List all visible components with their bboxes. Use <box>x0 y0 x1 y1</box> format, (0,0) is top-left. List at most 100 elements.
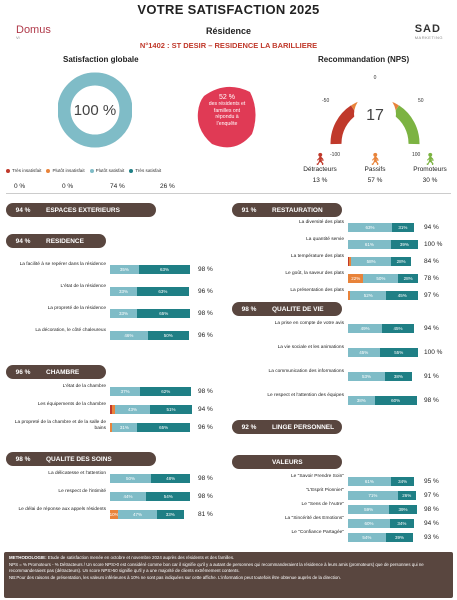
question-label: La température des plats <box>290 254 344 259</box>
stacked-bar: 63% 31% <box>348 223 418 232</box>
bar-segment <box>111 405 115 414</box>
question-total: 78 % <box>424 275 439 282</box>
question-total: 84 % <box>424 258 439 265</box>
nps-tick-min: -100 <box>330 152 340 158</box>
logo-left-sub: Vi <box>16 35 20 40</box>
section-name: RESIDENCE <box>46 237 84 245</box>
stacked-bar: 61% 39% <box>348 240 418 249</box>
nps-group-label: Détracteurs <box>303 166 337 173</box>
nps-tick-m50: -50 <box>322 98 329 104</box>
bar-segment: 35% <box>110 265 139 274</box>
bar-segment: 38% <box>348 396 375 405</box>
bar-segment: 26% <box>397 491 416 500</box>
bar-segment: 31% <box>111 423 138 432</box>
question-label: La délicatesse et l'attention <box>48 471 106 476</box>
nps-group-pct: 13 % <box>312 177 328 184</box>
nps-group-promoteurs: 🚶︎ Promoteurs 30 % <box>410 152 450 184</box>
methodology-footer: METHODOLOGIE: Etude de satisfaction mené… <box>4 552 453 598</box>
bar-segment: 65% <box>137 423 191 432</box>
question-label: La vie sociale et les animations <box>277 345 344 350</box>
stacked-bar: 54% 39% <box>348 533 418 542</box>
section-header-valeurs: VALEURS <box>232 455 342 469</box>
bar-segment: 55% <box>379 348 418 357</box>
legend-dot <box>46 168 51 173</box>
section-name: ESPACES EXTERIEURS <box>46 206 120 214</box>
question-label: La propreté de la résidence <box>47 306 106 311</box>
bar-segment: 63% <box>137 287 189 296</box>
bar-segment: 52% <box>350 291 387 300</box>
bar-segment: 65% <box>137 309 191 318</box>
promoteur-person-icon: 🚶︎ <box>422 152 438 166</box>
section-header-residence: 94 % RESIDENCE <box>6 234 106 248</box>
question-label: Le délai de réponse aux appels résidents <box>18 507 106 512</box>
section-name: VALEURS <box>272 458 303 466</box>
question-label: Le "Confiance Partagée" <box>291 530 344 535</box>
stacked-bar: 45% 55% <box>348 348 418 357</box>
legend-dot <box>129 168 134 173</box>
bar-segment: 45% <box>348 348 380 357</box>
footer-nps-note: NPS = % Promoteurs - % Détracteurs / Un … <box>9 561 424 574</box>
nps-group-detracteurs: 🚶︎ Détracteurs 13 % <box>300 152 340 184</box>
question-label: "L'Esprit Pionnier" <box>305 488 344 493</box>
bar-segment: 60% <box>348 519 390 528</box>
stacked-bar: 44% 54% <box>110 492 192 501</box>
left-column: 94 % ESPACES EXTERIEURS 94 % RESIDENCE La fa… <box>6 200 224 546</box>
bar-segment: 33% <box>156 510 184 519</box>
question-total: 98 % <box>424 397 439 404</box>
question-label: La facilité à se repérer dans la résiden… <box>19 262 106 267</box>
legend-label: Plutôt insatisfait <box>52 168 85 173</box>
bar-segment: 34% <box>390 477 415 486</box>
section-name: RESTAURATION <box>272 206 323 214</box>
bar-segment <box>110 423 112 432</box>
stacked-bar: 52% 45% <box>348 291 418 300</box>
nps-groups: 🚶︎ Détracteurs 13 % 🚶︎ Passifs 57 % 🚶︎ Promot… <box>300 152 450 184</box>
stacked-bar: 71% 26% <box>348 491 418 500</box>
question-total: 91 % <box>424 373 439 380</box>
bar-segment: 50% <box>110 474 151 483</box>
response-line: l'enquête <box>216 120 238 127</box>
bar-segment: 44% <box>110 492 147 501</box>
divider <box>6 193 451 194</box>
stacked-bar: 43% 51% <box>110 405 192 414</box>
question-total: 98 % <box>424 506 439 513</box>
question-total: 100 % <box>424 241 443 248</box>
legend-item-tres-satisfait: Très satisfait <box>129 168 161 173</box>
question-label: Les équipements de la chambre <box>37 402 106 407</box>
section-header-qualite-des-soins: 98 % QUALITE DES SOINS <box>6 452 156 466</box>
section-score: 96 % <box>15 368 31 376</box>
question-total: 98 % <box>198 493 213 500</box>
question-label: L'état de la chambre <box>62 384 106 389</box>
bar-segment: 60% <box>374 396 417 405</box>
question-label: La décoration, le côté chaleureux <box>35 328 106 333</box>
section-score: 98 % <box>241 305 257 313</box>
question-label: La prise en compte de votre avis <box>274 321 344 326</box>
nps-tick-p50: 50 <box>418 98 424 104</box>
stacked-bar: 60% 34% <box>348 519 418 528</box>
nps-group-label: Passifs <box>364 166 386 173</box>
footer-line-1: METHODOLOGIE: Etude de satisfaction mené… <box>9 555 448 562</box>
legend-dot <box>6 168 10 173</box>
bar-segment: 61% <box>348 240 391 249</box>
section-name: LINGE PERSONNEL <box>272 423 335 431</box>
footer-label: METHODOLOGIE: <box>9 555 47 560</box>
question-label: La présentation des plats <box>290 288 344 293</box>
bar-segment: 71% <box>348 491 398 500</box>
satisfaction-percents: 0 % 0 % 74 % 26 % <box>14 183 204 190</box>
detracteur-person-icon: 🚶︎ <box>312 152 328 166</box>
bar-segment: 39% <box>385 533 414 542</box>
question-total: 98 % <box>198 388 213 395</box>
pct-plutot-insatisfait: 0 % <box>62 183 74 190</box>
stacked-bar: 38% 60% <box>348 396 418 405</box>
stacked-bar: 33% 63% <box>110 287 192 296</box>
section-name: QUALITE DES SOINS <box>46 455 112 463</box>
response-blob <box>197 86 256 148</box>
question-total: 81 % <box>198 511 213 518</box>
bar-segment: 38% <box>385 372 412 381</box>
question-total: 94 % <box>198 406 213 413</box>
section-score: 94 % <box>15 206 31 214</box>
legend-dot <box>89 168 94 173</box>
bar-segment <box>110 405 112 414</box>
nps-group-passifs: 🚶︎ Passifs 57 % <box>355 152 395 184</box>
section-score: 98 % <box>15 455 31 463</box>
question-total: 96 % <box>198 424 213 431</box>
